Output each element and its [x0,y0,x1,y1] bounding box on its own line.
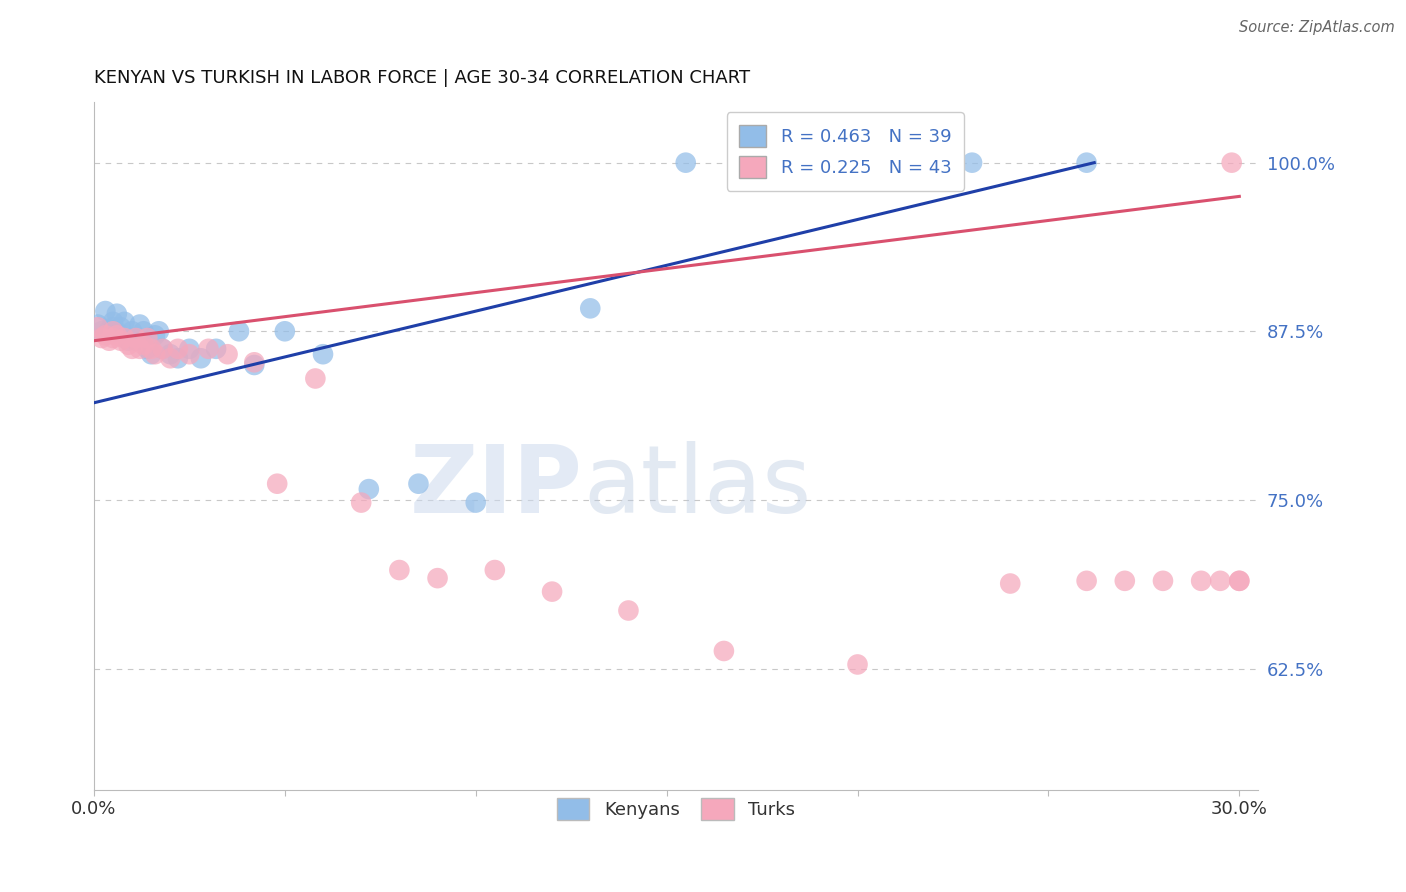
Point [217,347,239,361]
Point [141,347,163,361]
Point [197,342,219,356]
Point [312,347,335,361]
Text: ZIP: ZIP [411,442,583,533]
Point [484,563,506,577]
Point [1076,574,1098,588]
Point [132,324,155,338]
Point [90,324,112,338]
Point [114,315,136,329]
Point [87,320,110,334]
Point [143,328,166,343]
Point [179,342,201,356]
Point [1152,574,1174,588]
Point [136,342,159,356]
Point [105,307,128,321]
Point [125,334,148,348]
Point [904,155,927,169]
Point [1220,155,1243,169]
Point [98,334,121,348]
Text: KENYAN VS TURKISH IN LABOR FORCE | AGE 30-34 CORRELATION CHART: KENYAN VS TURKISH IN LABOR FORCE | AGE 3… [94,69,749,87]
Point [117,334,139,348]
Point [159,347,181,361]
Point [846,657,869,672]
Point [94,304,117,318]
Point [541,584,564,599]
Point [94,328,117,343]
Point [101,331,124,345]
Point [110,320,132,334]
Point [101,320,124,334]
Point [159,351,181,366]
Text: atlas: atlas [583,442,811,533]
Point [1227,574,1250,588]
Point [152,342,174,356]
Point [205,342,228,356]
Point [388,563,411,577]
Point [464,495,486,509]
Point [713,644,735,658]
Text: Source: ZipAtlas.com: Source: ZipAtlas.com [1239,20,1395,35]
Point [125,331,148,345]
Point [90,331,112,345]
Point [148,324,170,338]
Point [190,351,212,366]
Point [808,155,831,169]
Point [426,571,449,585]
Point [1000,576,1022,591]
Point [675,155,697,169]
Point [228,324,250,338]
Point [136,331,159,345]
Point [105,324,128,338]
Point [110,334,132,348]
Point [179,347,201,361]
Point [98,323,121,337]
Point [121,324,143,338]
Point [357,482,380,496]
Point [128,342,150,356]
Point [1114,574,1136,588]
Point [1076,155,1098,169]
Point [579,301,602,316]
Point [1227,574,1250,588]
Point [143,347,166,361]
Point [1189,574,1212,588]
Point [101,315,124,329]
Point [167,351,190,366]
Point [274,324,297,338]
Point [152,342,174,356]
Point [617,603,640,617]
Point [243,355,266,369]
Point [167,342,190,356]
Point [114,331,136,345]
Point [141,342,163,356]
Point [121,331,143,345]
Point [117,338,139,352]
Point [350,495,373,509]
Point [128,318,150,332]
Legend: Kenyans, Turks: Kenyans, Turks [544,785,808,832]
Point [960,155,983,169]
Point [1209,574,1232,588]
Point [243,358,266,372]
Point [132,338,155,352]
Point [304,371,326,385]
Point [105,328,128,343]
Point [101,324,124,338]
Point [408,476,430,491]
Point [121,342,143,356]
Point [266,476,288,491]
Point [87,318,110,332]
